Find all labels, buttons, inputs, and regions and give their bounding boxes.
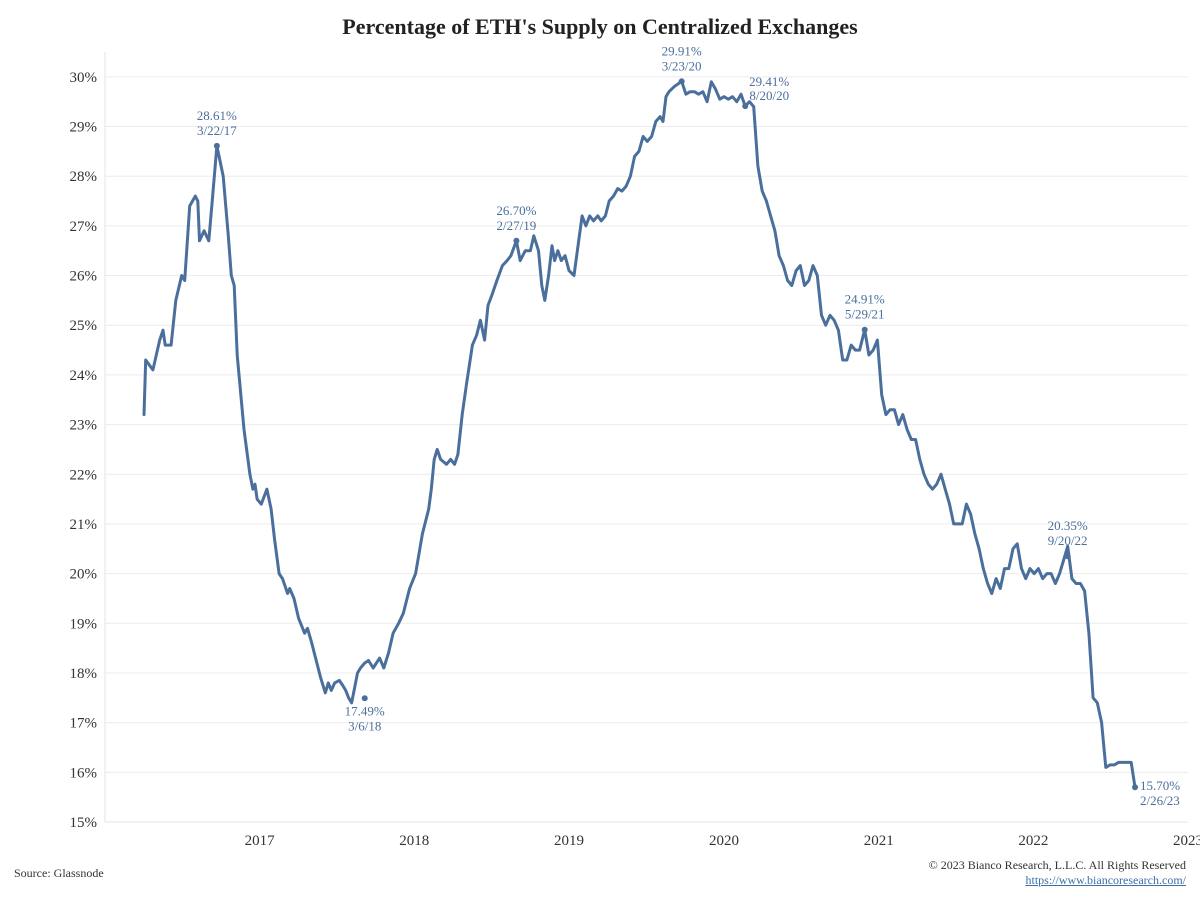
annotation-date: 3/6/18 bbox=[348, 718, 381, 733]
y-tick-label: 16% bbox=[70, 765, 98, 781]
annotation-value: 24.91% bbox=[845, 292, 885, 307]
annotation-value: 20.35% bbox=[1048, 518, 1088, 533]
annotation-marker bbox=[678, 78, 685, 85]
y-tick-label: 22% bbox=[70, 467, 98, 483]
copyright-block: © 2023 Bianco Research, L.L.C. All Right… bbox=[929, 858, 1186, 888]
annotation-marker bbox=[213, 142, 220, 149]
annotation-value: 17.49% bbox=[345, 703, 385, 718]
annotation-value: 26.70% bbox=[496, 203, 536, 218]
annotation-date: 3/23/20 bbox=[662, 58, 702, 73]
y-tick-label: 18% bbox=[70, 666, 98, 682]
y-tick-label: 20% bbox=[70, 567, 98, 583]
annotations: 28.61%3/22/17 17.49%3/6/18 26.70%2/27/19 29… bbox=[197, 43, 1180, 808]
x-tick-label: 2019 bbox=[554, 833, 584, 849]
y-tick-label: 21% bbox=[70, 517, 98, 533]
website-link[interactable]: https://www.biancoresearch.com/ bbox=[1025, 873, 1186, 887]
annotation-value: 15.70% bbox=[1140, 778, 1180, 793]
gridlines bbox=[105, 76, 1188, 823]
annotation-date: 2/27/19 bbox=[497, 218, 537, 233]
annotation-marker bbox=[861, 326, 868, 333]
y-tick-label: 27% bbox=[70, 219, 98, 235]
x-tick-label: 2020 bbox=[709, 833, 739, 849]
y-tick-label: 26% bbox=[70, 269, 98, 285]
y-axis: 15% 16% 17% 18% 19% 20% 21% 22% 23% 24% 25% 26% 27% 2… bbox=[70, 52, 106, 831]
y-tick-label: 29% bbox=[70, 120, 98, 136]
y-tick-label: 19% bbox=[70, 616, 98, 632]
source-note: Source: Glassnode bbox=[14, 866, 104, 880]
annotation-marker bbox=[1132, 784, 1139, 791]
y-tick-label: 23% bbox=[70, 418, 98, 434]
y-tick-label: 30% bbox=[70, 70, 98, 86]
annotation-date: 5/29/21 bbox=[845, 307, 885, 322]
annotation-marker bbox=[361, 695, 368, 702]
chart-title: Percentage of ETH's Supply on Centralize… bbox=[342, 14, 858, 39]
annotation-marker bbox=[1064, 553, 1071, 560]
x-tick-label: 2021 bbox=[864, 833, 894, 849]
copyright-text: © 2023 Bianco Research, L.L.C. All Right… bbox=[928, 858, 1186, 872]
y-tick-label: 17% bbox=[70, 716, 98, 732]
x-tick-label: 2017 bbox=[245, 833, 276, 849]
series-line bbox=[142, 79, 1137, 789]
annotation-date: 2/26/23 bbox=[1140, 793, 1180, 808]
x-tick-label: 2018 bbox=[399, 833, 429, 849]
annotation-value: 28.61% bbox=[197, 108, 237, 123]
x-axis: 2017 2018 2019 2020 2021 2022 2023 bbox=[105, 821, 1200, 849]
x-tick-label: 2022 bbox=[1018, 833, 1048, 849]
annotation-marker bbox=[742, 103, 749, 110]
annotation-date: 3/22/17 bbox=[197, 123, 237, 138]
annotation-value: 29.41% bbox=[749, 74, 789, 89]
x-tick-label: 2023 bbox=[1173, 833, 1200, 849]
y-tick-label: 15% bbox=[70, 815, 98, 831]
y-tick-label: 24% bbox=[70, 368, 98, 384]
series-group bbox=[142, 79, 1137, 789]
annotation-date: 9/20/22 bbox=[1048, 533, 1088, 548]
y-tick-label: 28% bbox=[70, 169, 98, 185]
annotation-marker bbox=[513, 237, 520, 244]
annotation-date: 8/20/20 bbox=[749, 88, 789, 103]
y-tick-label: 25% bbox=[70, 318, 98, 334]
annotation-value: 29.91% bbox=[662, 43, 702, 58]
